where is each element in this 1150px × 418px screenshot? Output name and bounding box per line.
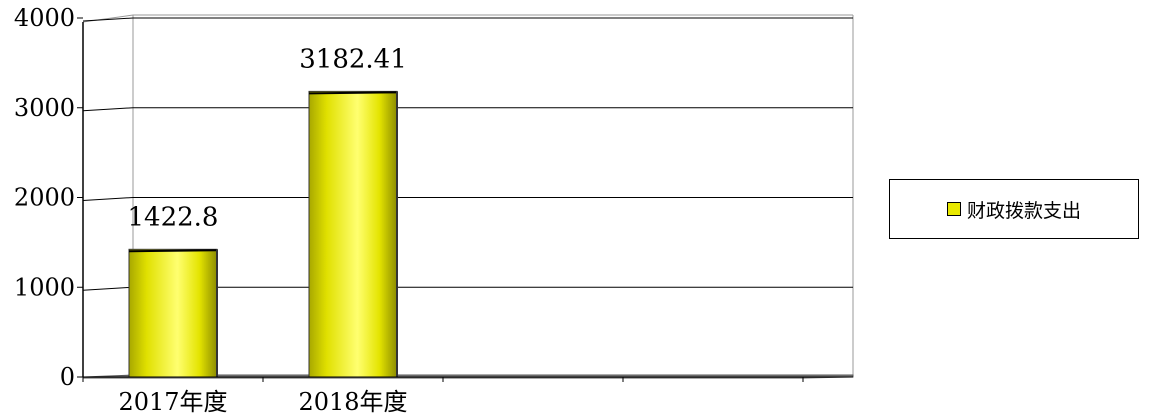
legend-swatch [946, 202, 961, 216]
data-label: 1422.8 [128, 202, 219, 232]
y-tick-label: 1000 [14, 273, 75, 301]
y-tick-label: 4000 [14, 4, 75, 32]
y-tick-label: 0 [60, 363, 75, 391]
y-tick-label: 3000 [14, 94, 75, 122]
y-tick-label: 2000 [14, 184, 75, 212]
gridline-depth [82, 197, 134, 201]
bar-top-edge [308, 91, 398, 95]
legend: 财政拨款支出 [889, 179, 1139, 239]
bar [128, 248, 218, 378]
data-label: 3182.41 [299, 44, 407, 74]
data-labels: 1422.8 3182.41 [128, 44, 407, 232]
axes: 0 1000 2000 3000 4000 2017年度 2018年度 [14, 4, 853, 416]
x-tick-label: 2018年度 [298, 388, 407, 416]
gridline-depth [82, 286, 134, 291]
gridline-depth [82, 107, 134, 112]
bars [128, 90, 398, 378]
x-tick-label: 2017年度 [118, 388, 227, 416]
bar [308, 90, 398, 378]
bar-top-edge [128, 249, 218, 253]
legend-label: 财政拨款支出 [966, 199, 1081, 222]
gridline-depth [82, 17, 134, 22]
gridlines [82, 17, 853, 291]
